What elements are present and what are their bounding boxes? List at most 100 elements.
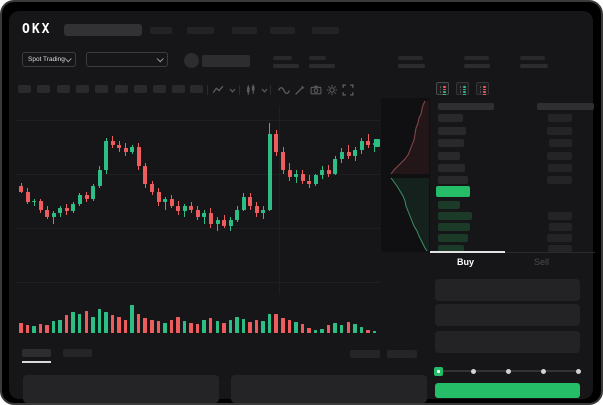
bottom-action-placeholder[interactable]	[350, 350, 380, 358]
icon-dots	[439, 86, 441, 94]
orderbook-view-both-icon[interactable]	[436, 82, 449, 95]
chevron-down-icon[interactable]	[228, 86, 240, 98]
line-style-icon[interactable]	[278, 84, 290, 96]
chevron-down-icon	[156, 55, 164, 63]
ask-row-amount[interactable]	[438, 114, 463, 122]
candle-body	[176, 206, 181, 212]
ask-row-amount[interactable]	[438, 127, 466, 135]
price-input[interactable]	[435, 279, 580, 301]
candle-body	[77, 195, 82, 205]
candle-wick	[348, 144, 349, 160]
nav-item-placeholder[interactable]	[150, 27, 172, 34]
toolbar-button-placeholder[interactable]	[95, 85, 108, 93]
ask-row-total[interactable]	[548, 164, 572, 172]
candle-body	[71, 204, 76, 212]
candle-body	[91, 186, 96, 199]
nav-item-placeholder[interactable]	[187, 27, 214, 34]
fullscreen-icon[interactable]	[342, 84, 354, 96]
bid-row-amount[interactable]	[438, 212, 472, 220]
tab-buy[interactable]: Buy	[457, 257, 475, 267]
icon-bar	[443, 91, 446, 93]
slider-handle[interactable]	[433, 366, 443, 376]
slider-stop[interactable]	[505, 368, 511, 374]
toolbar-button-placeholder[interactable]	[115, 85, 128, 93]
ask-row-total[interactable]	[548, 114, 572, 122]
toolbar-button-placeholder[interactable]	[190, 85, 203, 93]
bottom-tab-placeholder[interactable]	[63, 349, 92, 357]
candle-body	[287, 170, 292, 178]
camera-icon[interactable]	[310, 84, 322, 96]
volume-bar	[241, 318, 246, 333]
volume-bar	[248, 321, 252, 333]
candle-body	[163, 198, 168, 203]
slider-stop[interactable]	[575, 368, 581, 374]
bid-row-amount[interactable]	[438, 234, 468, 242]
orderbook-view-bids-icon[interactable]	[456, 82, 469, 95]
volume-bar	[366, 330, 370, 333]
chevron-down-icon[interactable]	[260, 86, 272, 98]
settings-gear-icon[interactable]	[326, 84, 338, 96]
candle-wick	[33, 198, 35, 206]
indicator-icon[interactable]	[212, 84, 224, 96]
slider-stop[interactable]	[470, 368, 476, 374]
toolbar-button-placeholder[interactable]	[153, 85, 166, 93]
ask-row-total[interactable]	[547, 152, 572, 160]
amount-input[interactable]	[435, 304, 580, 326]
ask-row-amount[interactable]	[438, 139, 464, 147]
bid-row-amount[interactable]	[438, 245, 464, 253]
ticker-stat-value	[464, 64, 490, 68]
toolbar-button-placeholder[interactable]	[57, 85, 70, 93]
bid-row-amount[interactable]	[438, 223, 470, 231]
ticker-stat-value	[309, 64, 335, 68]
bottom-tab-placeholder[interactable]	[22, 349, 51, 357]
candle-body	[156, 191, 161, 203]
ask-row-amount[interactable]	[438, 152, 460, 160]
okx-logo[interactable]: OKX	[22, 22, 52, 37]
buy-submit-button[interactable]	[435, 383, 580, 398]
total-input[interactable]	[435, 331, 580, 353]
candle-body	[45, 209, 50, 217]
bid-row-total[interactable]	[547, 234, 572, 242]
orderbook-last-price[interactable]	[436, 186, 470, 197]
bottom-action-placeholder[interactable]	[387, 350, 417, 358]
tab-sell[interactable]: Sell	[534, 257, 550, 267]
ask-row-total[interactable]	[549, 139, 572, 147]
volume-bar	[300, 324, 305, 333]
ask-row-amount[interactable]	[438, 164, 465, 172]
bid-row-amount[interactable]	[438, 201, 460, 209]
volume-bar	[64, 315, 69, 333]
bid-row-total[interactable]	[548, 245, 572, 253]
toolbar-button-placeholder[interactable]	[134, 85, 147, 93]
orderbook-view-asks-icon[interactable]	[476, 82, 489, 95]
volume-bar	[320, 329, 324, 333]
candle-body	[64, 207, 69, 212]
candle-type-icon[interactable]	[245, 84, 257, 96]
slider-stop[interactable]	[540, 368, 546, 374]
toolbar-button-placeholder[interactable]	[18, 85, 31, 93]
ask-row-amount[interactable]	[438, 176, 468, 184]
volume-bar	[267, 313, 272, 333]
bid-row-total[interactable]	[548, 212, 572, 220]
tab-divider	[430, 252, 595, 253]
volume-bar	[136, 313, 141, 333]
nav-item-placeholder[interactable]	[312, 27, 339, 34]
ask-row-total[interactable]	[547, 127, 572, 135]
candle-body	[261, 209, 266, 214]
market-type-dropdown[interactable]: Spot Trading	[22, 52, 76, 67]
candle-body	[32, 200, 37, 203]
nav-item-placeholder[interactable]	[232, 27, 257, 34]
volume-bar	[326, 324, 331, 333]
toolbar-button-placeholder[interactable]	[37, 85, 50, 93]
toolbar-button-placeholder[interactable]	[76, 85, 89, 93]
draw-tools-icon[interactable]	[294, 84, 306, 96]
ask-row-total[interactable]	[547, 176, 572, 184]
bid-row-total[interactable]	[549, 223, 572, 231]
pair-dropdown[interactable]	[86, 52, 168, 67]
search-input[interactable]	[64, 24, 142, 36]
candle-body	[346, 152, 351, 156]
toolbar-button-placeholder[interactable]	[172, 85, 185, 93]
nav-item-placeholder[interactable]	[270, 27, 295, 34]
volume-bar	[208, 318, 213, 333]
pair-name-placeholder	[202, 55, 250, 67]
